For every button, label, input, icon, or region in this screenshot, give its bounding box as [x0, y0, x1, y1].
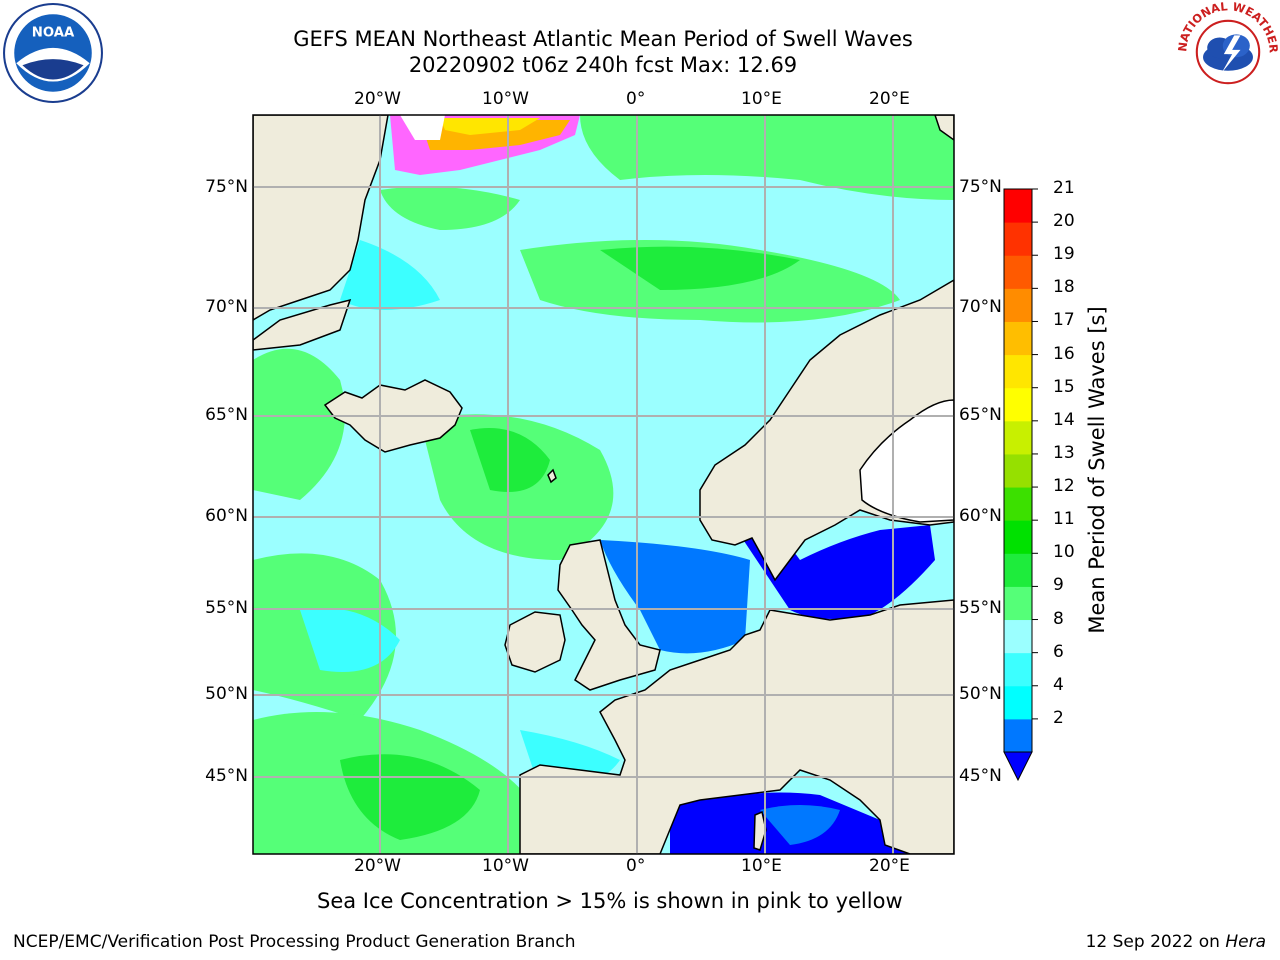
lon-label: 20°W	[354, 89, 401, 109]
date-text: 12 Sep 2022 on Hera	[1086, 932, 1266, 952]
colorbar-band	[1004, 189, 1032, 223]
colorbar-tick-label: 8	[1053, 608, 1064, 629]
colorbar-band	[1004, 487, 1032, 521]
lat-label: 65°N	[205, 405, 248, 425]
colorbar-tick-label: 2	[1053, 707, 1064, 728]
colorbar-band	[1004, 520, 1032, 554]
lat-label: 45°N	[959, 766, 1002, 786]
lat-label: 70°N	[205, 297, 248, 317]
swell-region	[380, 186, 520, 230]
colorbar-band	[1004, 619, 1032, 654]
colorbar-tick-label: 16	[1053, 343, 1075, 364]
lat-label: 45°N	[205, 766, 248, 786]
sea-ice	[440, 118, 540, 135]
colorbar-frame	[1003, 188, 1033, 753]
colorbar-tick-label: 11	[1053, 509, 1075, 530]
lat-label: 55°N	[205, 598, 248, 618]
swell-region	[580, 115, 954, 200]
colorbar-tick-label: 9	[1053, 575, 1064, 596]
colorbar-tick-label: 12	[1053, 476, 1075, 497]
colorbar-band	[1004, 387, 1032, 422]
colorbar-tick-label: 20	[1053, 211, 1075, 232]
colorbar-band	[1004, 652, 1032, 687]
lon-label: 20°W	[354, 856, 401, 876]
machine-name: Hera	[1225, 932, 1266, 952]
lat-label: 65°N	[959, 405, 1002, 425]
colorbar-band	[1004, 553, 1032, 587]
lat-label: 60°N	[959, 506, 1002, 526]
colorbar-band	[1004, 453, 1032, 488]
colorbar-band	[1004, 321, 1032, 356]
graticule	[253, 115, 954, 854]
colorbar-band	[1004, 255, 1032, 289]
colorbar-band	[1004, 354, 1032, 389]
lat-label: 50°N	[959, 684, 1002, 704]
colorbar-tick-label: 17	[1053, 310, 1075, 331]
colorbar-tick-label: 14	[1053, 409, 1075, 430]
no-data-region	[859, 399, 954, 523]
lon-label: 10°W	[482, 856, 529, 876]
colorbar-title: Mean Period of Swell Waves [s]	[1085, 306, 1109, 634]
lon-label: 10°W	[482, 89, 529, 109]
colorbar-band	[1004, 288, 1032, 322]
lat-label: 75°N	[205, 177, 248, 197]
swell-region	[340, 754, 480, 840]
colorbar-tick-label: 18	[1053, 277, 1075, 298]
land	[253, 115, 954, 854]
credit-text: NCEP/EMC/Verification Post Processing Pr…	[13, 932, 576, 952]
colorbar-tick-label: 4	[1053, 674, 1064, 695]
swell-region	[300, 608, 400, 672]
lon-label: 0°	[626, 89, 646, 109]
swell-region	[600, 246, 800, 290]
lat-label: 60°N	[205, 506, 248, 526]
colorbar-band	[1004, 222, 1032, 256]
swell-region	[340, 240, 440, 310]
colorbar-band	[1004, 718, 1032, 753]
colorbar-tick-label: 15	[1053, 376, 1075, 397]
colorbar-band	[1004, 685, 1032, 720]
nws-logo: NATIONAL WEATHER SERVICE	[1176, 0, 1280, 102]
lon-label: 0°	[626, 856, 646, 876]
colorbar-band	[1004, 420, 1032, 455]
map-frame	[252, 114, 955, 855]
date-prefix: 12 Sep 2022 on	[1085, 932, 1226, 952]
sea-ice	[400, 115, 445, 140]
colorbar-extend-arrow	[1003, 751, 1033, 782]
colorbar-tick-label: 21	[1053, 178, 1075, 198]
colorbar-tick-label: 13	[1053, 442, 1075, 463]
lat-label: 55°N	[959, 598, 1002, 618]
swell-region	[253, 348, 345, 500]
map-area	[253, 115, 954, 854]
svg-text:NOAA: NOAA	[32, 26, 75, 41]
colorbar-tick-label: 10	[1053, 542, 1075, 563]
colorbar-tick-label: 19	[1053, 244, 1075, 265]
swell-region	[470, 428, 550, 492]
lon-label: 20°E	[869, 89, 910, 109]
sea-ice-note: Sea Ice Concentration > 15% is shown in …	[317, 889, 903, 913]
noaa-logo: NOAA	[3, 3, 103, 103]
swell-region	[760, 805, 840, 845]
colorbar	[1003, 188, 1038, 782]
lon-label: 10°E	[741, 856, 782, 876]
lat-label: 70°N	[959, 297, 1002, 317]
lon-label: 20°E	[869, 856, 910, 876]
lon-label: 10°E	[741, 89, 782, 109]
lat-label: 75°N	[959, 177, 1002, 197]
colorbar-band	[1004, 586, 1032, 621]
chart-subtitle: 20220902 t06z 240h fcst Max: 12.69	[408, 53, 798, 77]
lat-label: 50°N	[205, 684, 248, 704]
colorbar-tick-label: 6	[1053, 641, 1064, 662]
chart-title: GEFS MEAN Northeast Atlantic Mean Period…	[293, 27, 913, 51]
